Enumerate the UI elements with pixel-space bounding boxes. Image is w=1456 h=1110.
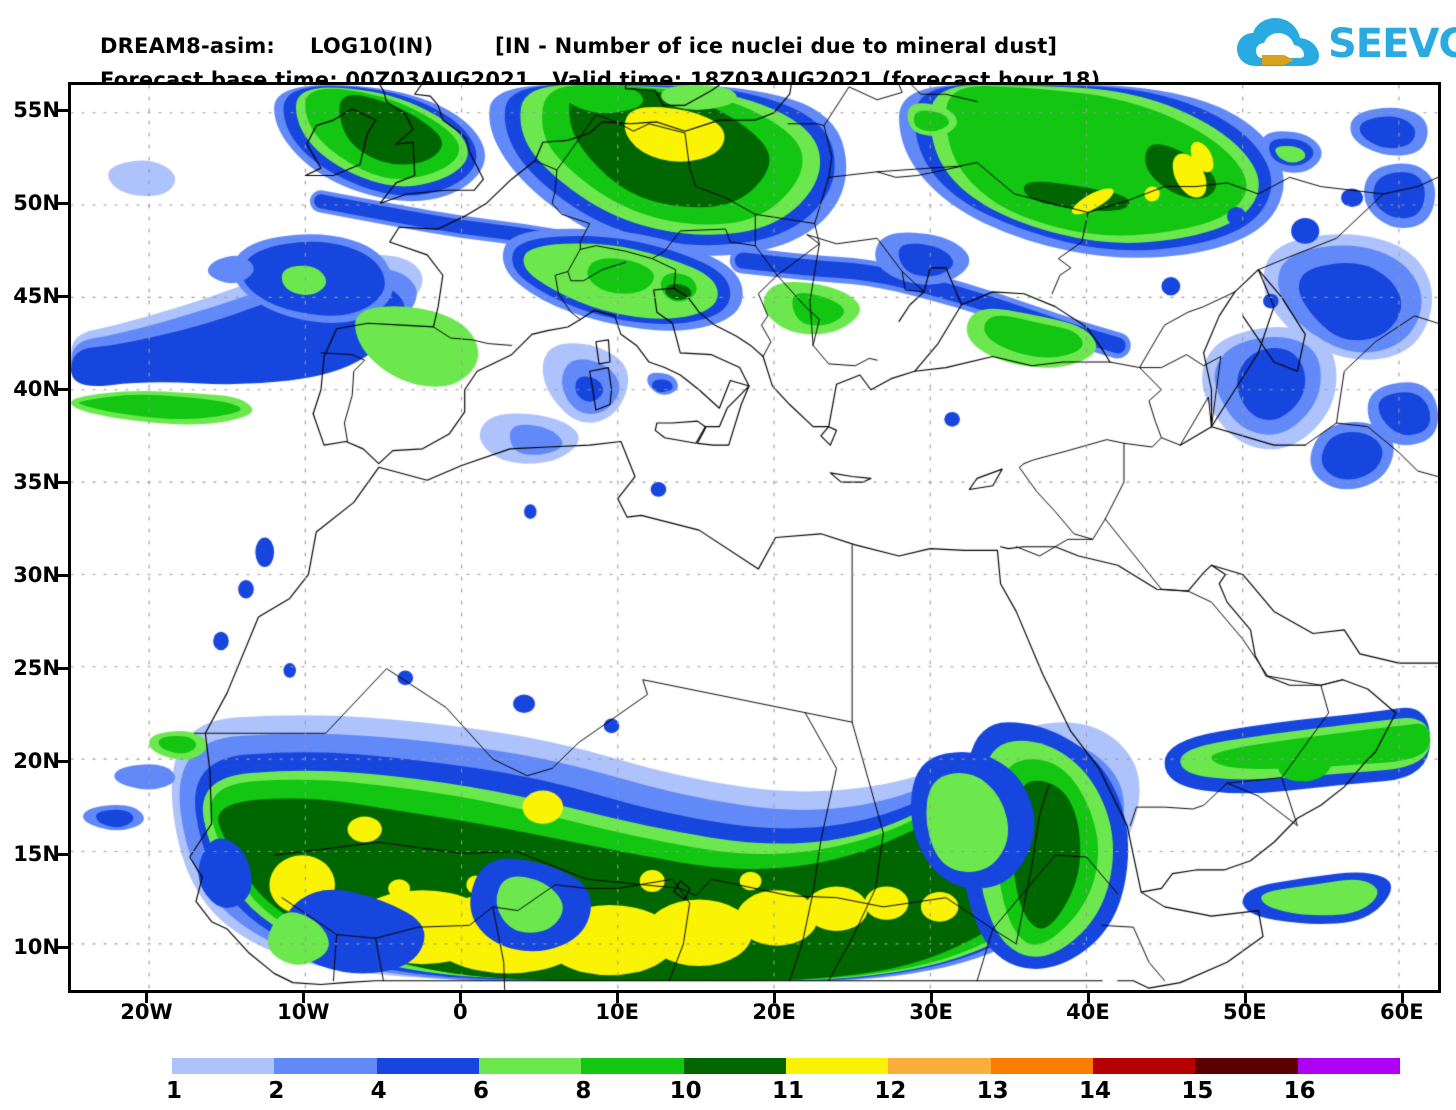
lat-label-50N: 50N (13, 190, 60, 215)
colorbar-label-14: 14 (1078, 1078, 1111, 1104)
colorbar-label-15: 15 (1181, 1078, 1214, 1104)
lon-tick-20E (773, 993, 777, 1003)
colorbar-label-13: 13 (976, 1078, 1009, 1104)
lon-label-20W: 20W (120, 1000, 173, 1024)
lat-label-40N: 40N (13, 376, 60, 401)
lon-label-30E: 30E (909, 1000, 953, 1024)
lon-tick-10E (616, 993, 620, 1003)
colorbar-segment-6[interactable] (478, 1058, 582, 1074)
lon-tick-40E (1086, 993, 1090, 1003)
forecast-map[interactable] (68, 82, 1441, 993)
lat-tick-50N (58, 201, 68, 205)
colorbar-label-1: 1 (165, 1078, 182, 1104)
colorbar-label-8: 8 (575, 1078, 592, 1104)
colorbar-segment-1[interactable] (172, 1058, 275, 1074)
lon-label-60E: 60E (1379, 1000, 1424, 1024)
colorbar[interactable] (172, 1058, 1400, 1074)
lon-tick-0 (459, 993, 463, 1003)
lon-tick-60E (1400, 993, 1404, 1003)
lat-tick-30N (58, 573, 68, 577)
lat-label-20N: 20N (13, 748, 60, 773)
colorbar-segment-2[interactable] (274, 1058, 377, 1074)
lat-tick-55N (58, 108, 68, 112)
colorbar-label-11: 11 (771, 1078, 804, 1104)
colorbar-segment-14[interactable] (1092, 1058, 1196, 1074)
variable-name: LOG10(IN) (310, 34, 434, 58)
header: DREAM8-asim: LOG10(IN) [IN - Number of ice… (0, 0, 1456, 92)
lon-tick-50E (1243, 993, 1247, 1003)
colorbar-label-10: 10 (669, 1078, 702, 1104)
lat-label-25N: 25N (13, 655, 60, 680)
lat-tick-25N (58, 666, 68, 670)
lat-label-10N: 10N (13, 934, 60, 959)
colorbar-label-4: 4 (370, 1078, 387, 1104)
lon-tick-10W (302, 993, 306, 1003)
lat-label-30N: 30N (13, 562, 60, 587)
colorbar-segment-8[interactable] (581, 1058, 684, 1074)
seevccc-logo: SEEVCCC (1236, 14, 1456, 76)
logo-text: SEEVCCC (1328, 21, 1456, 67)
colorbar-label-2: 2 (268, 1078, 285, 1104)
colorbar-label-16: 16 (1283, 1078, 1316, 1104)
title-primary: DREAM8-asim: LOG10(IN) [IN - Number of ice… (70, 10, 1057, 82)
lon-tick-30E (930, 993, 934, 1003)
lon-label-10E: 10E (595, 1000, 639, 1024)
lat-tick-35N (58, 480, 68, 484)
colorbar-segment-13[interactable] (990, 1058, 1093, 1074)
lon-tick-20W (145, 993, 149, 1003)
lon-label-20E: 20E (752, 1000, 796, 1024)
cloud-icon (1237, 18, 1319, 66)
lon-label-40E: 40E (1066, 1000, 1110, 1024)
lat-tick-10N (58, 945, 68, 949)
colorbar-label-12: 12 (874, 1078, 907, 1104)
colorbar-segment-10[interactable] (683, 1058, 786, 1074)
colorbar-segment-12[interactable] (888, 1058, 991, 1074)
lat-tick-45N (58, 294, 68, 298)
lat-tick-40N (58, 387, 68, 391)
colorbar-segment-4[interactable] (376, 1058, 479, 1074)
lon-label-50E: 50E (1223, 1000, 1267, 1024)
lon-label-0: 0 (452, 1000, 468, 1024)
lat-tick-15N (58, 852, 68, 856)
lat-tick-20N (58, 759, 68, 763)
colorbar-segment-11[interactable] (785, 1058, 889, 1074)
colorbar-segment-16[interactable] (1297, 1058, 1400, 1074)
lat-label-55N: 55N (13, 97, 60, 122)
lon-label-10W: 10W (277, 1000, 330, 1024)
dust-concentration-raster (71, 85, 1438, 990)
variable-description: [IN - Number of ice nuclei due to minera… (495, 34, 1058, 58)
lat-label-35N: 35N (13, 469, 60, 494)
colorbar-segment-15[interactable] (1195, 1058, 1298, 1074)
lat-label-45N: 45N (13, 283, 60, 308)
colorbar-label-6: 6 (472, 1078, 489, 1104)
model-name: DREAM8-asim: (100, 34, 276, 58)
lat-label-15N: 15N (13, 841, 60, 866)
